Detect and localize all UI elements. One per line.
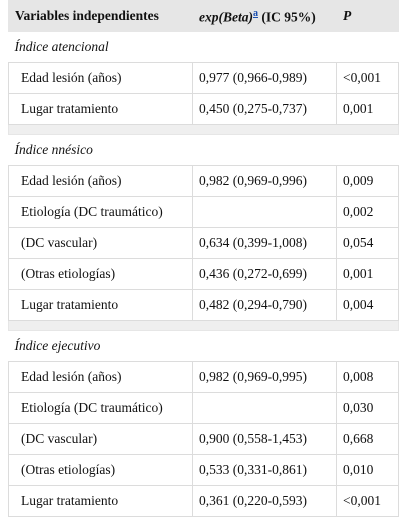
variable-cell: Etiología (DC traumático) bbox=[8, 196, 193, 228]
estimate-cell: 0,900 (0,558-1,453) bbox=[192, 423, 337, 455]
spacer-row bbox=[8, 124, 399, 135]
header-cell: P bbox=[336, 0, 399, 32]
estimate-cell: 0,982 (0,969-0,996) bbox=[192, 165, 337, 197]
p-value-cell: 0,001 bbox=[336, 93, 399, 125]
estimate-cell: 0,634 (0,399-1,008) bbox=[192, 227, 337, 259]
variable-cell: Edad lesión (años) bbox=[8, 62, 193, 94]
variable-cell: (Otras etiologías) bbox=[8, 258, 193, 290]
section-title: Índice nnésico bbox=[8, 134, 399, 166]
p-value-cell: <0,001 bbox=[336, 485, 399, 517]
data-row: Etiología (DC traumático) 0,030 bbox=[8, 392, 399, 424]
estimate-cell: 0,482 (0,294-0,790) bbox=[192, 289, 337, 321]
footnote-link[interactable]: a bbox=[252, 7, 258, 19]
estimate-cell: 0,361 (0,220-0,593) bbox=[192, 485, 337, 517]
p-value-cell: 0,008 bbox=[336, 361, 399, 393]
p-value-cell: 0,010 bbox=[336, 454, 399, 486]
section-title: Índice atencional bbox=[8, 31, 399, 63]
table-body: Índice atencional Edad lesión (años) 0,977… bbox=[8, 31, 399, 517]
section-row: Índice atencional bbox=[8, 31, 399, 63]
estimate-cell bbox=[192, 392, 337, 424]
data-row: (Otras etiologías) 0,533 (0,331-0,861) 0,0… bbox=[8, 454, 399, 486]
p-value-cell: 0,009 bbox=[336, 165, 399, 197]
variable-cell: Edad lesión (años) bbox=[8, 361, 193, 393]
data-row: (Otras etiologías) 0,436 (0,272-0,699) 0,0… bbox=[8, 258, 399, 290]
estimate-cell: 0,533 (0,331-0,861) bbox=[192, 454, 337, 486]
spacer-row bbox=[8, 320, 399, 331]
variable-cell: (DC vascular) bbox=[8, 423, 193, 455]
estimate-cell: 0,982 (0,969-0,995) bbox=[192, 361, 337, 393]
section-row: Índice ejecutivo bbox=[8, 330, 399, 362]
header-cell: exp(Beta)a (IC 95%) bbox=[192, 0, 337, 32]
data-row: Edad lesión (años) 0,982 (0,969-0,996) 0,0… bbox=[8, 165, 399, 197]
variable-cell: Edad lesión (años) bbox=[8, 165, 193, 197]
data-row: (DC vascular) 0,900 (0,558-1,453) 0,668 bbox=[8, 423, 399, 455]
data-row: Lugar tratamiento 0,482 (0,294-0,790) 0,00… bbox=[8, 289, 399, 321]
p-value-cell: 0,668 bbox=[336, 423, 399, 455]
variable-cell: (Otras etiologías) bbox=[8, 454, 193, 486]
p-value-cell: <0,001 bbox=[336, 62, 399, 94]
p-value-cell: 0,054 bbox=[336, 227, 399, 259]
section-row: Índice nnésico bbox=[8, 134, 399, 166]
estimate-cell: 0,436 (0,272-0,699) bbox=[192, 258, 337, 290]
estimate-cell bbox=[192, 196, 337, 228]
data-row: Etiología (DC traumático) 0,002 bbox=[8, 196, 399, 228]
variable-cell: Lugar tratamiento bbox=[8, 93, 193, 125]
header-text: (IC 95%) bbox=[261, 9, 316, 25]
results-table: Variables independientes exp(Beta)a (IC … bbox=[8, 0, 399, 517]
data-row: (DC vascular) 0,634 (0,399-1,008) 0,054 bbox=[8, 227, 399, 259]
variable-cell: Etiología (DC traumático) bbox=[8, 392, 193, 424]
header-text: exp(Beta) bbox=[199, 9, 253, 25]
spacer-cell bbox=[8, 124, 399, 135]
section-title: Índice ejecutivo bbox=[8, 330, 399, 362]
p-value-cell: 0,002 bbox=[336, 196, 399, 228]
estimate-cell: 0,977 (0,966-0,989) bbox=[192, 62, 337, 94]
p-value-cell: 0,004 bbox=[336, 289, 399, 321]
variable-cell: (DC vascular) bbox=[8, 227, 193, 259]
header-cell: Variables independientes bbox=[8, 0, 193, 32]
variable-cell: Lugar tratamiento bbox=[8, 485, 193, 517]
data-row: Lugar tratamiento 0,450 (0,275-0,737) 0,00… bbox=[8, 93, 399, 125]
data-row: Edad lesión (años) 0,982 (0,969-0,995) 0,0… bbox=[8, 361, 399, 393]
spacer-cell bbox=[8, 320, 399, 331]
p-value-cell: 0,030 bbox=[336, 392, 399, 424]
data-row: Lugar tratamiento 0,361 (0,220-0,593) <0,0… bbox=[8, 485, 399, 517]
data-row: Edad lesión (años) 0,977 (0,966-0,989) <0,… bbox=[8, 62, 399, 94]
p-value-cell: 0,001 bbox=[336, 258, 399, 290]
header-text: P bbox=[343, 8, 352, 23]
variable-cell: Lugar tratamiento bbox=[8, 289, 193, 321]
estimate-cell: 0,450 (0,275-0,737) bbox=[192, 93, 337, 125]
header-row: Variables independientes exp(Beta)a (IC … bbox=[8, 0, 399, 32]
